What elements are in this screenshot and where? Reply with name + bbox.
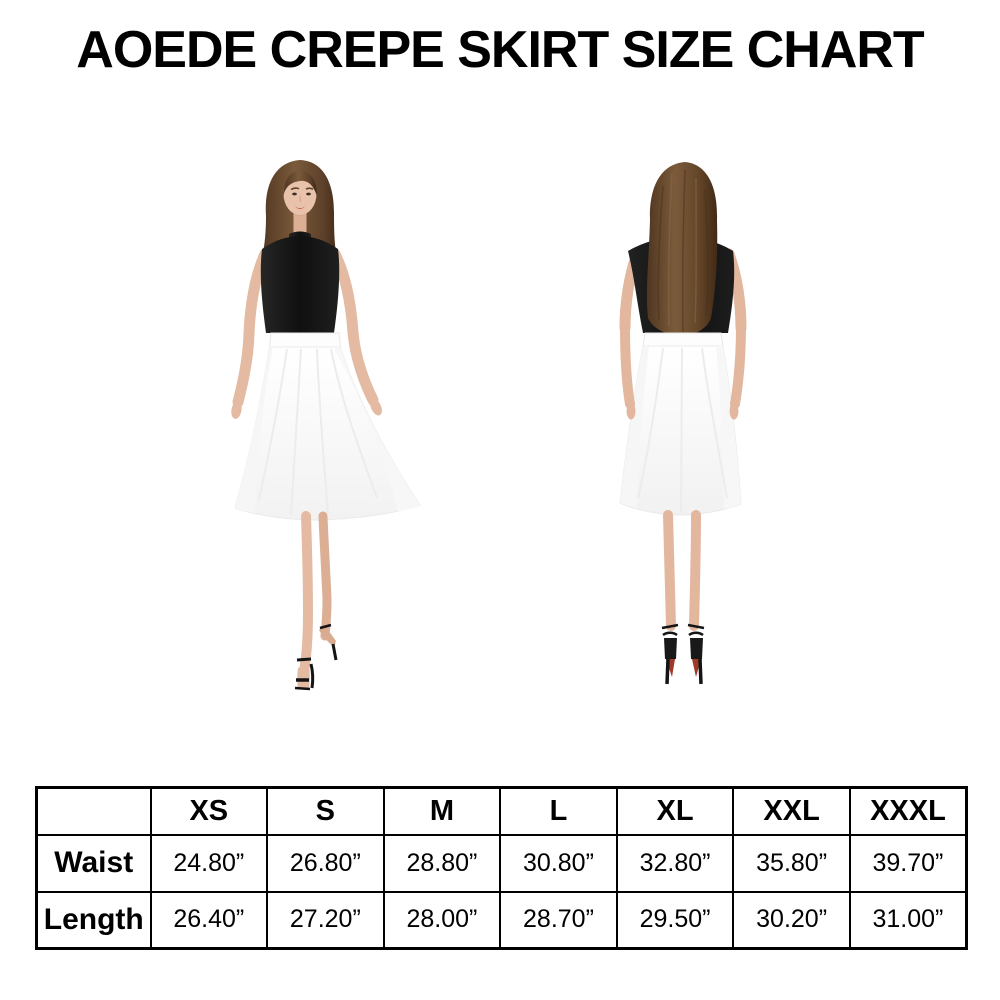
front-bodice — [260, 236, 340, 333]
back-hair — [646, 162, 718, 336]
size-column-header-s: S — [266, 786, 385, 836]
size-value-cell: 35.80” — [732, 833, 851, 893]
front-heels — [294, 657, 315, 691]
size-value-cell: 28.70” — [499, 890, 618, 950]
row-label-waist: Waist — [35, 833, 152, 893]
size-column-header-xl: XL — [615, 786, 735, 836]
size-value-cell: 27.20” — [266, 890, 385, 950]
size-value-cell: 28.00” — [382, 890, 502, 950]
row-label-length: Length — [35, 890, 152, 950]
size-value-cell: 26.40” — [149, 890, 269, 950]
front-hair-fringe — [283, 171, 317, 196]
back-heels — [661, 623, 705, 685]
size-column-header-xxxl: XXXL — [848, 786, 968, 836]
size-column-header-xs: XS — [149, 786, 269, 836]
page-title: AOEDE CREPE SKIRT SIZE CHART — [76, 21, 924, 79]
size-value-cell: 26.80” — [266, 833, 385, 893]
size-column-header-xxl: XXL — [732, 786, 851, 836]
size-header-row: XS S M L XL XXL XXXL — [35, 786, 968, 836]
size-value-cell: 24.80” — [149, 833, 269, 893]
size-value-cell: 30.20” — [732, 890, 851, 950]
size-value-cell: 32.80” — [615, 833, 735, 893]
model-back-image — [619, 162, 747, 685]
front-skirt — [234, 346, 421, 521]
size-value-cell: 30.80” — [499, 833, 618, 893]
size-column-header-l: L — [499, 786, 618, 836]
size-value-cell: 31.00” — [848, 890, 968, 950]
size-chart-table: XS S M L XL XXL XXXL Waist 24.80” 26.80” 28.80” 30… — [35, 786, 968, 950]
front-figure — [231, 160, 421, 691]
back-figure — [619, 162, 747, 685]
size-value-cell: 39.70” — [848, 833, 968, 893]
measurement-row-waist: Waist 24.80” 26.80” 28.80” 30.80” 32.80” 35.80… — [35, 833, 968, 893]
measurement-row-length: Length 26.40” 27.20” 28.00” 28.70” 29.50” 30.2… — [35, 890, 968, 950]
model-front-image — [231, 160, 421, 691]
size-column-header-m: M — [382, 786, 502, 836]
size-value-cell: 28.80” — [382, 833, 502, 893]
size-value-cell: 29.50” — [615, 890, 735, 950]
corner-cell — [35, 786, 152, 836]
